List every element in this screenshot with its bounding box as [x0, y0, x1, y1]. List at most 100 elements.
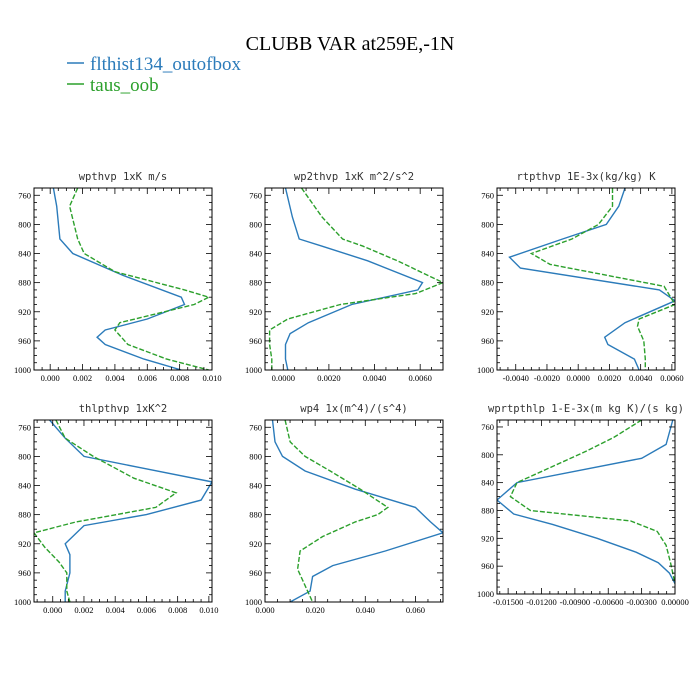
- x-tick-label: -0.00600: [593, 597, 623, 607]
- legend-label-0: flthist134_outofbox: [90, 54, 241, 75]
- x-tick-label: 0.000: [43, 605, 62, 615]
- x-tick-label: 0.006: [138, 373, 157, 383]
- x-tick-label: 0.020: [306, 605, 325, 615]
- x-tick-label: 0.00000: [661, 597, 689, 607]
- x-tick-label: -0.01200: [526, 597, 556, 607]
- y-tick-label: 1000: [477, 589, 494, 599]
- x-tick-label: -0.00300: [626, 597, 656, 607]
- series-line-0: [52, 188, 186, 370]
- x-tick-label: 0.0020: [317, 373, 340, 383]
- series-line-1: [509, 420, 675, 584]
- x-tick-label: 0.004: [106, 605, 126, 615]
- x-tick-label: 0.008: [170, 373, 189, 383]
- panel-2: rtpthvp 1E-3x(kg/kg) K 760 800 840 880 920 960…: [477, 171, 684, 383]
- series-line-1: [268, 188, 443, 370]
- x-tick-label: -0.0020: [534, 373, 560, 383]
- y-tick-label: 840: [18, 481, 31, 491]
- plot-frame: [33, 187, 213, 371]
- series-line-1: [284, 420, 390, 602]
- panel-1: wp2thvp 1xK m^2/s^2 760 800 840 880 920 960 100…: [245, 171, 444, 383]
- series-line-0: [49, 420, 212, 602]
- panel-title: wprtpthlp 1-E-3x(m kg K)/(s kg): [488, 403, 684, 415]
- y-tick-label: 880: [249, 278, 262, 288]
- y-tick-label: 880: [18, 278, 31, 288]
- x-tick-label: 0.040: [356, 605, 375, 615]
- y-tick-label: 800: [18, 219, 31, 229]
- x-tick-label: 0.0000: [272, 373, 295, 383]
- series-line-1: [529, 188, 675, 370]
- x-tick-label: -0.0040: [503, 373, 529, 383]
- y-tick-label: 840: [481, 478, 494, 488]
- panel-4: wp4 1x(m^4)/(s^4)76080084088092096010000…: [245, 403, 444, 615]
- x-tick-label: 0.002: [74, 605, 93, 615]
- y-tick-label: 840: [249, 481, 262, 491]
- plot-frame: [33, 419, 213, 603]
- series-line-0: [508, 188, 675, 370]
- figure-title: CLUBB VAR at259E,-1N: [246, 33, 455, 55]
- x-tick-label: 0.0040: [363, 373, 386, 383]
- y-tick-label: 800: [249, 451, 262, 461]
- x-tick-label: 0.060: [406, 605, 425, 615]
- y-tick-label: 800: [481, 450, 494, 460]
- plot-frame: [264, 187, 444, 371]
- plot-frame: [496, 419, 676, 595]
- y-tick-label: 760: [18, 190, 31, 200]
- y-tick-label: 800: [249, 219, 262, 229]
- x-tick-label: 0.0040: [629, 373, 652, 383]
- y-tick-label: 840: [481, 249, 494, 259]
- y-tick-label: 960: [249, 336, 262, 346]
- y-tick-label: 840: [18, 249, 31, 259]
- panel-title: rtpthvp 1E-3x(kg/kg) K: [516, 171, 656, 183]
- x-tick-label: 0.008: [168, 605, 187, 615]
- x-tick-label: 0.002: [73, 373, 92, 383]
- x-tick-label: 0.0060: [660, 373, 683, 383]
- y-tick-label: 960: [18, 336, 31, 346]
- y-tick-label: 800: [481, 219, 494, 229]
- y-tick-label: 760: [481, 190, 494, 200]
- series-line-0: [271, 420, 443, 602]
- panel-0: wpthvp 1xK m/s 760 800 840 880 920 960 1000 0.00…: [14, 171, 222, 383]
- panel-3: thlpthvp 1xK^2 760 800 840 880 920 960 1000 0.00…: [14, 403, 218, 615]
- panel-5: wprtpthlp 1-E-3x(m kg K)/(s kg) 760 800 840…: [477, 403, 689, 607]
- y-tick-label: 920: [481, 533, 494, 543]
- y-tick-label: 1000: [245, 597, 262, 607]
- y-tick-label: 920: [249, 307, 262, 317]
- x-tick-label: 0.000: [255, 605, 274, 615]
- legend-label-1: taus_oob: [90, 75, 159, 96]
- y-tick-label: 920: [18, 307, 31, 317]
- y-tick-label: 960: [481, 561, 494, 571]
- y-tick-label: 760: [481, 422, 494, 432]
- series-line-0: [284, 188, 424, 370]
- y-tick-label: 760: [249, 422, 262, 432]
- y-tick-label: 960: [249, 568, 262, 578]
- plot-frame: [264, 419, 444, 603]
- x-tick-label: -0.01500: [493, 597, 523, 607]
- panel-title: wp4 1x(m^4)/(s^4): [300, 403, 407, 415]
- y-tick-label: 760: [18, 422, 31, 432]
- y-tick-label: 1000: [477, 365, 494, 375]
- y-tick-label: 840: [249, 249, 262, 259]
- panel-title: wpthvp 1xK m/s: [79, 171, 168, 183]
- y-tick-label: 1000: [14, 597, 31, 607]
- panel-title: wp2thvp 1xK m^2/s^2: [294, 171, 414, 183]
- x-tick-label: 0.0060: [408, 373, 431, 383]
- x-tick-label: 0.006: [137, 605, 156, 615]
- x-tick-label: 0.010: [202, 373, 221, 383]
- y-tick-label: 880: [18, 510, 31, 520]
- y-tick-label: 880: [249, 510, 262, 520]
- x-tick-label: 0.010: [199, 605, 218, 615]
- y-tick-label: 800: [18, 451, 31, 461]
- series-line-1: [68, 188, 211, 370]
- y-tick-label: 920: [249, 539, 262, 549]
- x-tick-label: -0.00900: [560, 597, 590, 607]
- y-tick-label: 960: [18, 568, 31, 578]
- series-line-1: [34, 420, 178, 602]
- x-tick-label: 0.0000: [567, 373, 590, 383]
- panels: wpthvp 1xK m/s76080084088092096010000.00…: [14, 171, 689, 615]
- series-line-0: [497, 420, 675, 584]
- legend: flthist134_outofbox taus_oob: [67, 54, 241, 96]
- x-tick-label: 0.004: [105, 373, 125, 383]
- y-tick-label: 1000: [245, 365, 262, 375]
- y-tick-label: 960: [481, 336, 494, 346]
